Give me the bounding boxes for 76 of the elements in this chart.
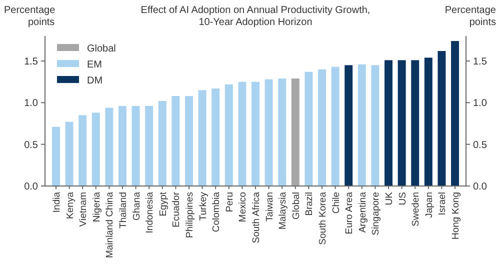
x-tick-label: Thailand [118,192,129,228]
bar [105,108,114,186]
x-tick-label: South Africa [251,191,262,244]
bar [411,60,420,186]
bar [264,79,273,186]
bar [331,66,340,186]
x-tick-label: Egypt [158,192,169,216]
x-tick-label: Hong Kong [450,192,462,240]
x-tick-label: Taiwan [264,192,276,222]
legend-label: DM [87,76,103,86]
chart-title: Effect of AI Adoption on Annual Productivity Growth, 10-Year Adoption Horizon [140,5,370,28]
bar [438,51,446,186]
bar [118,106,126,186]
y2-tick-label: 1.0 [473,98,488,110]
bar [92,112,100,186]
bar [278,78,286,186]
x-tick-label: Malaysia [278,191,289,230]
legend-label: Global [87,44,116,54]
bar [158,101,166,186]
bar [238,82,246,186]
x-tick-label: Mexico [238,192,249,222]
bar [371,65,380,186]
bar [384,60,393,186]
legend-label: EM [87,60,102,70]
bar [318,69,326,186]
x-tick-label: US [397,192,408,206]
x-tick-label: Ghana [131,191,142,221]
bar [424,58,432,186]
x-tick-label: Colombia [211,191,222,232]
x-tick-label: India [51,191,62,213]
x-tick-label: Singapore [370,192,382,236]
x-tick-label: Chile [330,192,342,214]
bar [291,78,300,186]
y-tick-label: 0.5 [24,140,38,151]
x-tick-label: Indonesia [144,191,156,234]
bar [344,65,353,186]
bar [185,96,193,186]
x-tick-label: Japan [424,192,435,218]
x-tick-label: Turkey [198,192,209,221]
x-tick-label: Israel [437,192,448,216]
y-tick-label: 0.0 [24,182,38,192]
bar [398,60,406,186]
bar [252,82,260,186]
x-tick-label: Sweden [410,192,422,226]
bar [198,90,206,186]
bar [52,126,60,186]
y-axis-title: Percentage points [4,5,56,28]
x-tick-label: Global [290,192,302,220]
bar [212,88,220,186]
y2-tick-label: 0.5 [473,140,488,151]
x-tick-label: Ecuador [171,192,182,228]
bar [451,41,460,186]
y2-tick-label: 0.0 [473,182,488,192]
bar [132,106,140,186]
y-tick-label: 1.5 [24,56,38,68]
bar [358,64,366,186]
bar [78,115,87,186]
x-tick-label: Mainland China [104,191,116,258]
bar [172,96,180,186]
x-tick-label: Argentina [357,191,368,233]
x-tick-label: Peru [224,192,236,212]
bar [224,84,233,186]
x-tick-label: Vietnam [78,192,90,227]
bar [145,106,154,186]
y2-axis-title: Percentage points [444,5,496,28]
x-tick-label: Brazil [304,192,316,216]
x-tick-label: Euro Area [344,191,356,234]
y2-tick-label: 1.5 [473,56,488,68]
x-tick-label: South Korea [318,191,329,245]
y-tick-label: 1.0 [24,98,38,110]
x-tick-label: UK [384,191,396,206]
x-tick-label: Nigeria [91,191,102,222]
bar [304,72,313,186]
x-tick-label: Kenya [64,191,76,219]
bar [65,122,74,186]
x-tick-label: Philippines [184,192,196,238]
